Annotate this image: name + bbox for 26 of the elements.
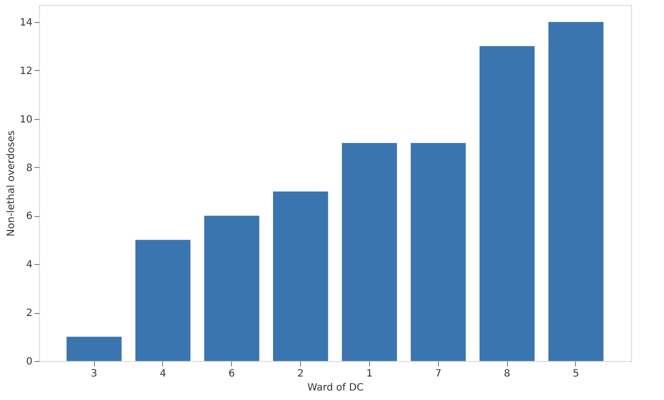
- y-tick-label: 12: [20, 66, 32, 77]
- y-axis-title: Non-lethal overdoses: [6, 130, 17, 236]
- bar: [410, 143, 466, 361]
- bar: [135, 240, 190, 361]
- bar: [342, 143, 397, 361]
- y-tick-label: 4: [26, 260, 32, 271]
- y-tick-label: 0: [26, 356, 32, 368]
- x-tick-label: 2: [297, 368, 304, 380]
- x-tick-label: 1: [366, 368, 373, 380]
- bar: [480, 46, 535, 361]
- x-tick-label: 3: [90, 368, 98, 380]
- y-tick-label: 8: [26, 162, 32, 174]
- x-axis-title: Ward of DC: [307, 382, 364, 394]
- y-tick-label: 2: [26, 308, 32, 320]
- x-tick-label: 4: [160, 368, 166, 380]
- bar: [273, 191, 328, 361]
- bar: [66, 336, 122, 361]
- y-tick-label: 14: [20, 17, 32, 28]
- x-tick-label: 5: [572, 368, 580, 380]
- x-tick-label: 8: [504, 368, 510, 380]
- bar: [548, 22, 604, 361]
- x-tick-label: 7: [435, 368, 442, 380]
- y-tick-label: 10: [20, 114, 32, 126]
- bar: [204, 216, 260, 361]
- x-tick-label: 6: [228, 368, 235, 380]
- y-tick-label: 6: [26, 211, 32, 222]
